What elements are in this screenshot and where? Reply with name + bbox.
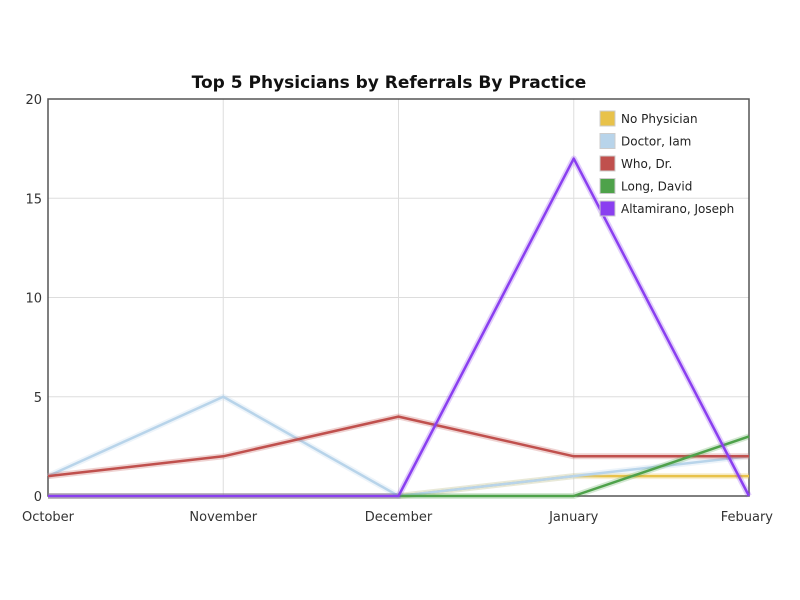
legend-label: No Physician: [621, 112, 698, 126]
legend: No Physician Doctor, Iam Who, Dr. Long, Dav…: [599, 110, 734, 217]
y-tick-label: 0: [34, 490, 42, 505]
x-tick-label: November: [189, 510, 257, 525]
legend-swatch: [599, 178, 616, 194]
y-tick-label: 10: [25, 292, 42, 307]
legend-swatch: [599, 133, 616, 149]
legend-label: Long, David: [621, 180, 692, 194]
y-tick-label: 5: [34, 391, 42, 406]
chart-title: Top 5 Physicians by Referrals By Practic…: [192, 73, 587, 93]
y-tick-label: 15: [25, 192, 42, 207]
y-tick-label: 20: [25, 93, 42, 108]
x-tick-label: January: [548, 510, 599, 525]
legend-label: Altamirano, Joseph: [621, 202, 734, 216]
x-tick-label: December: [365, 510, 433, 525]
legend-swatch: [599, 155, 616, 172]
legend-label: Doctor, Iam: [621, 135, 691, 149]
legend-swatch: [599, 110, 616, 127]
legend-label: Who, Dr.: [621, 157, 672, 171]
series-line: [48, 157, 751, 498]
series-lines: [46, 155, 752, 499]
x-axis-ticks: October November December January Febuary: [22, 510, 773, 525]
grid: [48, 99, 749, 496]
series-line: [47, 415, 749, 478]
x-tick-label: October: [22, 510, 75, 525]
legend-swatch: [599, 200, 616, 217]
y-axis-ticks: 0 5 10 15 20: [25, 93, 42, 505]
x-tick-label: Febuary: [721, 510, 774, 525]
